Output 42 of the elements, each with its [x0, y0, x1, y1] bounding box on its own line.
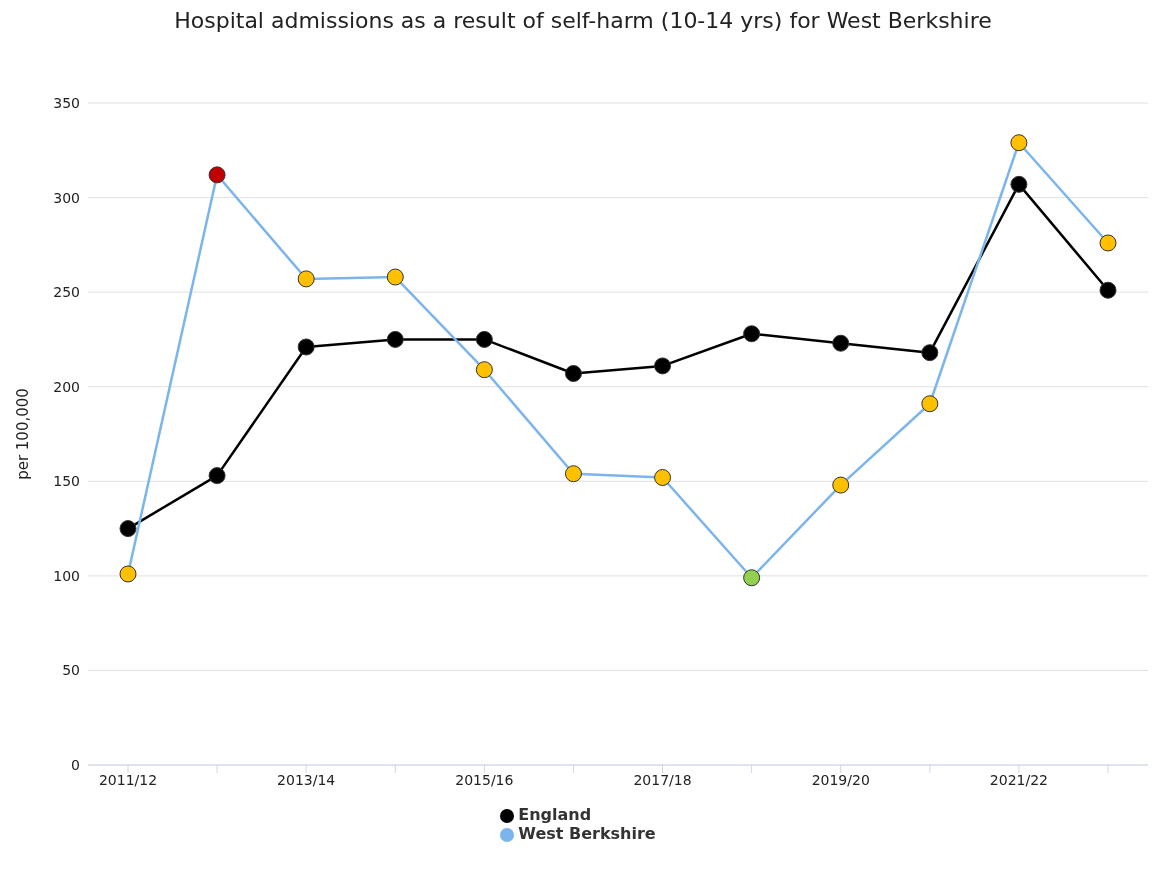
- point: [564, 465, 582, 483]
- point: [1010, 175, 1028, 193]
- point: [921, 395, 939, 413]
- point: [119, 520, 137, 538]
- point: [208, 166, 226, 184]
- x-tick-label: 2011/12: [98, 771, 158, 788]
- chart-title: Hospital admissions as a result of self-harm (10-14 yrs) for West Berkshire: [173, 8, 993, 33]
- point: [1010, 134, 1028, 152]
- point: [119, 565, 137, 583]
- point: [921, 344, 939, 362]
- point: [208, 467, 226, 485]
- legend-label: West Berkshire: [518, 824, 656, 843]
- y-tick-label: 200: [53, 378, 80, 395]
- point: [564, 364, 582, 382]
- y-axis-title: per 100,000: [14, 388, 33, 480]
- y-tick-label: 0: [71, 756, 80, 773]
- point: [297, 338, 315, 356]
- point: [1099, 234, 1117, 252]
- point: [386, 330, 404, 348]
- y-tick-label: 150: [53, 473, 80, 490]
- x-tick-label: 2019/20: [811, 771, 870, 788]
- x-tick-label: 2017/18: [633, 771, 692, 788]
- y-tick-label: 100: [53, 567, 80, 584]
- point: [475, 361, 493, 379]
- y-tick-label: 50: [62, 662, 80, 679]
- point: [832, 476, 850, 494]
- point: [832, 334, 850, 352]
- point: [1099, 281, 1117, 299]
- point: [654, 469, 672, 486]
- y-tick-label: 300: [53, 189, 80, 206]
- point: [654, 357, 672, 375]
- point: [743, 569, 761, 587]
- x-tick-label: 2015/16: [455, 771, 514, 788]
- legend-label: England: [518, 805, 592, 824]
- x-tick-label: 2021/22: [989, 771, 1048, 788]
- y-tick-label: 250: [53, 284, 80, 301]
- y-tick-label: 350: [53, 94, 80, 111]
- point: [297, 270, 315, 288]
- point: [743, 325, 761, 343]
- point: [386, 268, 404, 286]
- x-tick-label: 2013/14: [277, 771, 336, 788]
- point: [475, 330, 493, 348]
